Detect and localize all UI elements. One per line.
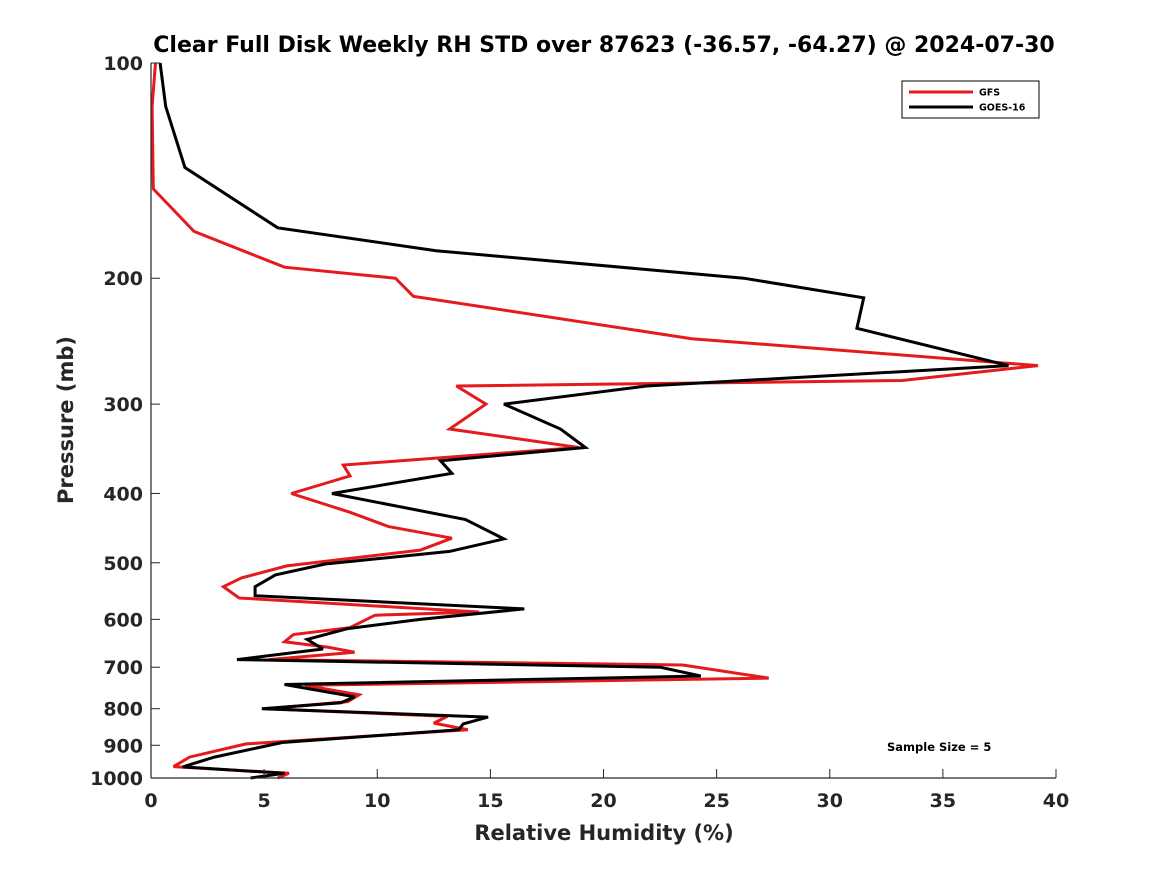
- legend: GFS GOES-16: [901, 80, 1040, 119]
- series-line-goes-16: [158, 62, 1009, 780]
- legend-box: [901, 80, 1040, 119]
- y-tick-label: 500: [103, 553, 143, 575]
- y-tick-label: 1000: [90, 768, 143, 790]
- y-tick-label: 900: [103, 735, 143, 757]
- y-tick-label: 400: [103, 483, 143, 505]
- y-axis-title: Pressure (mb): [54, 336, 78, 504]
- y-tick-label: 100: [103, 53, 143, 75]
- x-tick-label: 25: [703, 790, 729, 812]
- y-tick-label: 200: [103, 268, 143, 290]
- x-ticks: 0 5 10 15 20 25 30 35 40: [144, 769, 1069, 812]
- y-tick-label: 800: [103, 699, 143, 721]
- series-layer: [150, 62, 1039, 780]
- y-tick-label: 300: [103, 394, 143, 416]
- legend-label-gfs: GFS: [979, 88, 1000, 99]
- x-tick-label: 10: [364, 790, 390, 812]
- y-tick-label: 700: [103, 657, 143, 679]
- x-tick-label: 0: [144, 790, 157, 812]
- plot-area: 0 5 10 15 20 25 30 35 40 100 200 300 400 500 600 700 80…: [90, 53, 1069, 812]
- x-tick-label: 15: [477, 790, 503, 812]
- y-tick-label: 600: [103, 609, 143, 631]
- chart-title: Clear Full Disk Weekly RH STD over 87623…: [153, 33, 1054, 58]
- x-tick-label: 30: [817, 790, 843, 812]
- x-tick-label: 20: [590, 790, 616, 812]
- x-axis-title: Relative Humidity (%): [474, 821, 733, 845]
- sample-size-annotation: Sample Size = 5: [887, 740, 991, 754]
- x-tick-label: 40: [1043, 790, 1069, 812]
- legend-label-goes16: GOES-16: [979, 103, 1026, 114]
- x-tick-label: 35: [930, 790, 956, 812]
- y-ticks: 100 200 300 400 500 600 700 800 900 1000: [90, 53, 160, 790]
- x-tick-label: 5: [258, 790, 271, 812]
